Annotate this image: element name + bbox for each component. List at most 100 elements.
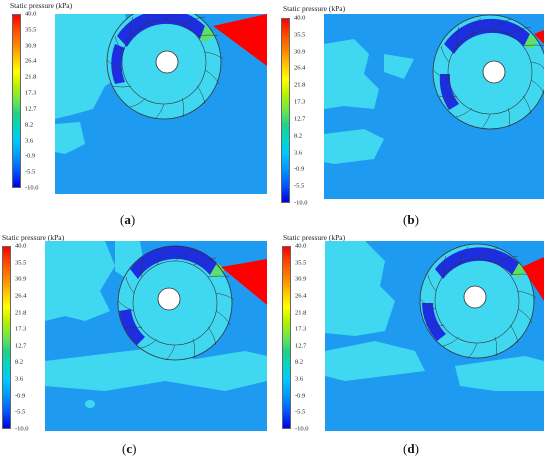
colorbar-ticks: 40.0 35.5 30.9 26.4 21.8 17.3 12.7 8.2 3… xyxy=(294,14,324,207)
colorbar-tick: -5.5 xyxy=(25,168,36,176)
panel-label: (c) xyxy=(122,441,137,456)
pressure-field xyxy=(55,14,267,194)
colorbar-tick: 12.7 xyxy=(15,342,27,350)
low-pressure-band xyxy=(439,74,459,110)
runner-hub xyxy=(155,50,179,74)
jet-nozzle xyxy=(522,257,544,301)
colorbar-tick: 35.5 xyxy=(294,31,306,39)
panel-label: (a) xyxy=(120,212,136,227)
colorbar-tick: 17.3 xyxy=(294,98,306,106)
green-band xyxy=(200,26,215,42)
pressure-contour-plot xyxy=(325,241,544,431)
panel-b: Static pressure (kPa) 40.0 35.5 30.9 26.… xyxy=(277,0,547,230)
colorbar-tick: -10.0 xyxy=(294,199,308,207)
colorbar-tick: 3.6 xyxy=(295,375,304,383)
colorbar-title: Static pressure (kPa) xyxy=(283,4,346,13)
jet-nozzle xyxy=(213,14,267,66)
runner-outer-ring xyxy=(117,245,233,361)
colorbar-tick: 30.9 xyxy=(295,275,307,283)
colorbar xyxy=(282,246,291,429)
runner-hub xyxy=(157,287,181,311)
colorbar-tick: 30.9 xyxy=(15,275,27,283)
panel-label: (d) xyxy=(403,441,419,456)
colorbar-tick: -5.5 xyxy=(294,182,305,190)
colorbar-tick: 3.6 xyxy=(15,375,24,383)
colorbar-tick: -5.5 xyxy=(295,408,306,416)
colorbar-title: Static pressure (kPa) xyxy=(10,1,73,10)
colorbar-title: Static pressure (kPa) xyxy=(283,233,346,242)
green-band xyxy=(210,263,225,278)
colorbar-tick: -10.0 xyxy=(25,184,39,192)
colorbar-tick: 17.3 xyxy=(25,89,37,97)
colorbar xyxy=(2,246,11,429)
colorbar-tick: 21.8 xyxy=(295,309,307,317)
runner-blades xyxy=(117,248,235,361)
colorbar-tick: -0.9 xyxy=(25,152,36,160)
colorbar-tick: 26.4 xyxy=(294,64,306,72)
colorbar-tick: 12.7 xyxy=(295,342,307,350)
light-region xyxy=(45,241,115,321)
light-region xyxy=(325,341,425,381)
colorbar-tick: -10.0 xyxy=(15,425,29,433)
low-pressure-band xyxy=(422,303,446,341)
colorbar-tick: 35.5 xyxy=(295,259,307,267)
low-pressure-band xyxy=(444,18,530,54)
pressure-contour-plot xyxy=(55,14,267,194)
colorbar-tick: 21.8 xyxy=(294,81,306,89)
colorbar-tick: -0.9 xyxy=(15,392,26,400)
low-pressure-band xyxy=(117,14,205,47)
light-region xyxy=(384,54,414,79)
colorbar-tick: 12.7 xyxy=(294,115,306,123)
colorbar-tick: 17.3 xyxy=(15,325,27,333)
jet-nozzle xyxy=(534,30,544,44)
colorbar-tick: 8.2 xyxy=(25,121,34,129)
panel-c: Static pressure (kPa) 40.0 35.5 30.9 26.… xyxy=(0,231,270,461)
colorbar-title: Static pressure (kPa) xyxy=(2,233,65,242)
light-region xyxy=(45,349,267,391)
runner-outer-ring xyxy=(106,14,222,120)
panel-label: (b) xyxy=(403,212,419,227)
panel-a: Static pressure (kPa) 40.0 35.5 30.9 26.… xyxy=(0,0,270,230)
runner-blades xyxy=(106,14,224,120)
colorbar-tick: 21.8 xyxy=(15,309,27,317)
low-pressure-band xyxy=(435,247,519,279)
colorbar-tick: 40.0 xyxy=(294,14,306,22)
colorbar-ticks: 40.0 35.5 30.9 26.4 21.8 17.3 12.7 8.2 3… xyxy=(295,243,325,433)
light-region xyxy=(55,122,85,154)
pressure-contour-plot xyxy=(45,241,267,431)
colorbar-tick: 35.5 xyxy=(25,26,37,34)
runner-blades xyxy=(419,246,537,359)
panel-d: Static pressure (kPa) 40.0 35.5 30.9 26.… xyxy=(277,231,547,461)
colorbar-ticks: 40.0 35.5 30.9 26.4 21.8 17.3 12.7 8.2 3… xyxy=(15,243,45,433)
low-pressure-band xyxy=(130,245,217,279)
colorbar-tick: 30.9 xyxy=(25,42,37,50)
colorbar xyxy=(281,18,290,203)
pressure-contour-plot xyxy=(324,14,544,199)
colorbar-tick: 8.2 xyxy=(294,132,303,140)
light-region xyxy=(325,241,395,336)
low-pressure-band xyxy=(119,309,145,345)
colorbar-tick: -0.9 xyxy=(295,392,306,400)
colorbar-tick: 21.8 xyxy=(25,73,37,81)
colorbar-tick: 3.6 xyxy=(25,137,34,145)
pressure-field xyxy=(324,14,544,199)
colorbar-tick: -10.0 xyxy=(295,425,309,433)
jet-nozzle xyxy=(221,259,267,305)
colorbar-tick: 26.4 xyxy=(15,292,27,300)
colorbar-tick: 26.4 xyxy=(25,57,37,65)
colorbar-tick: 8.2 xyxy=(15,358,24,366)
light-region xyxy=(324,129,384,164)
colorbar-ticks: 40.0 35.5 30.9 26.4 21.8 17.3 12.7 8.2 3… xyxy=(25,10,55,192)
light-region xyxy=(324,39,379,109)
colorbar xyxy=(12,14,21,188)
colorbar-tick: 35.5 xyxy=(15,259,27,267)
runner-outer-ring xyxy=(419,243,535,359)
runner-hub xyxy=(463,285,487,309)
colorbar-tick: 26.4 xyxy=(295,292,307,300)
runner-hub xyxy=(482,60,506,84)
light-region xyxy=(455,356,544,391)
pressure-field xyxy=(45,241,267,431)
colorbar-tick: 3.6 xyxy=(294,149,303,157)
low-pressure-band xyxy=(111,44,125,84)
colorbar-tick: 40.0 xyxy=(25,10,37,18)
